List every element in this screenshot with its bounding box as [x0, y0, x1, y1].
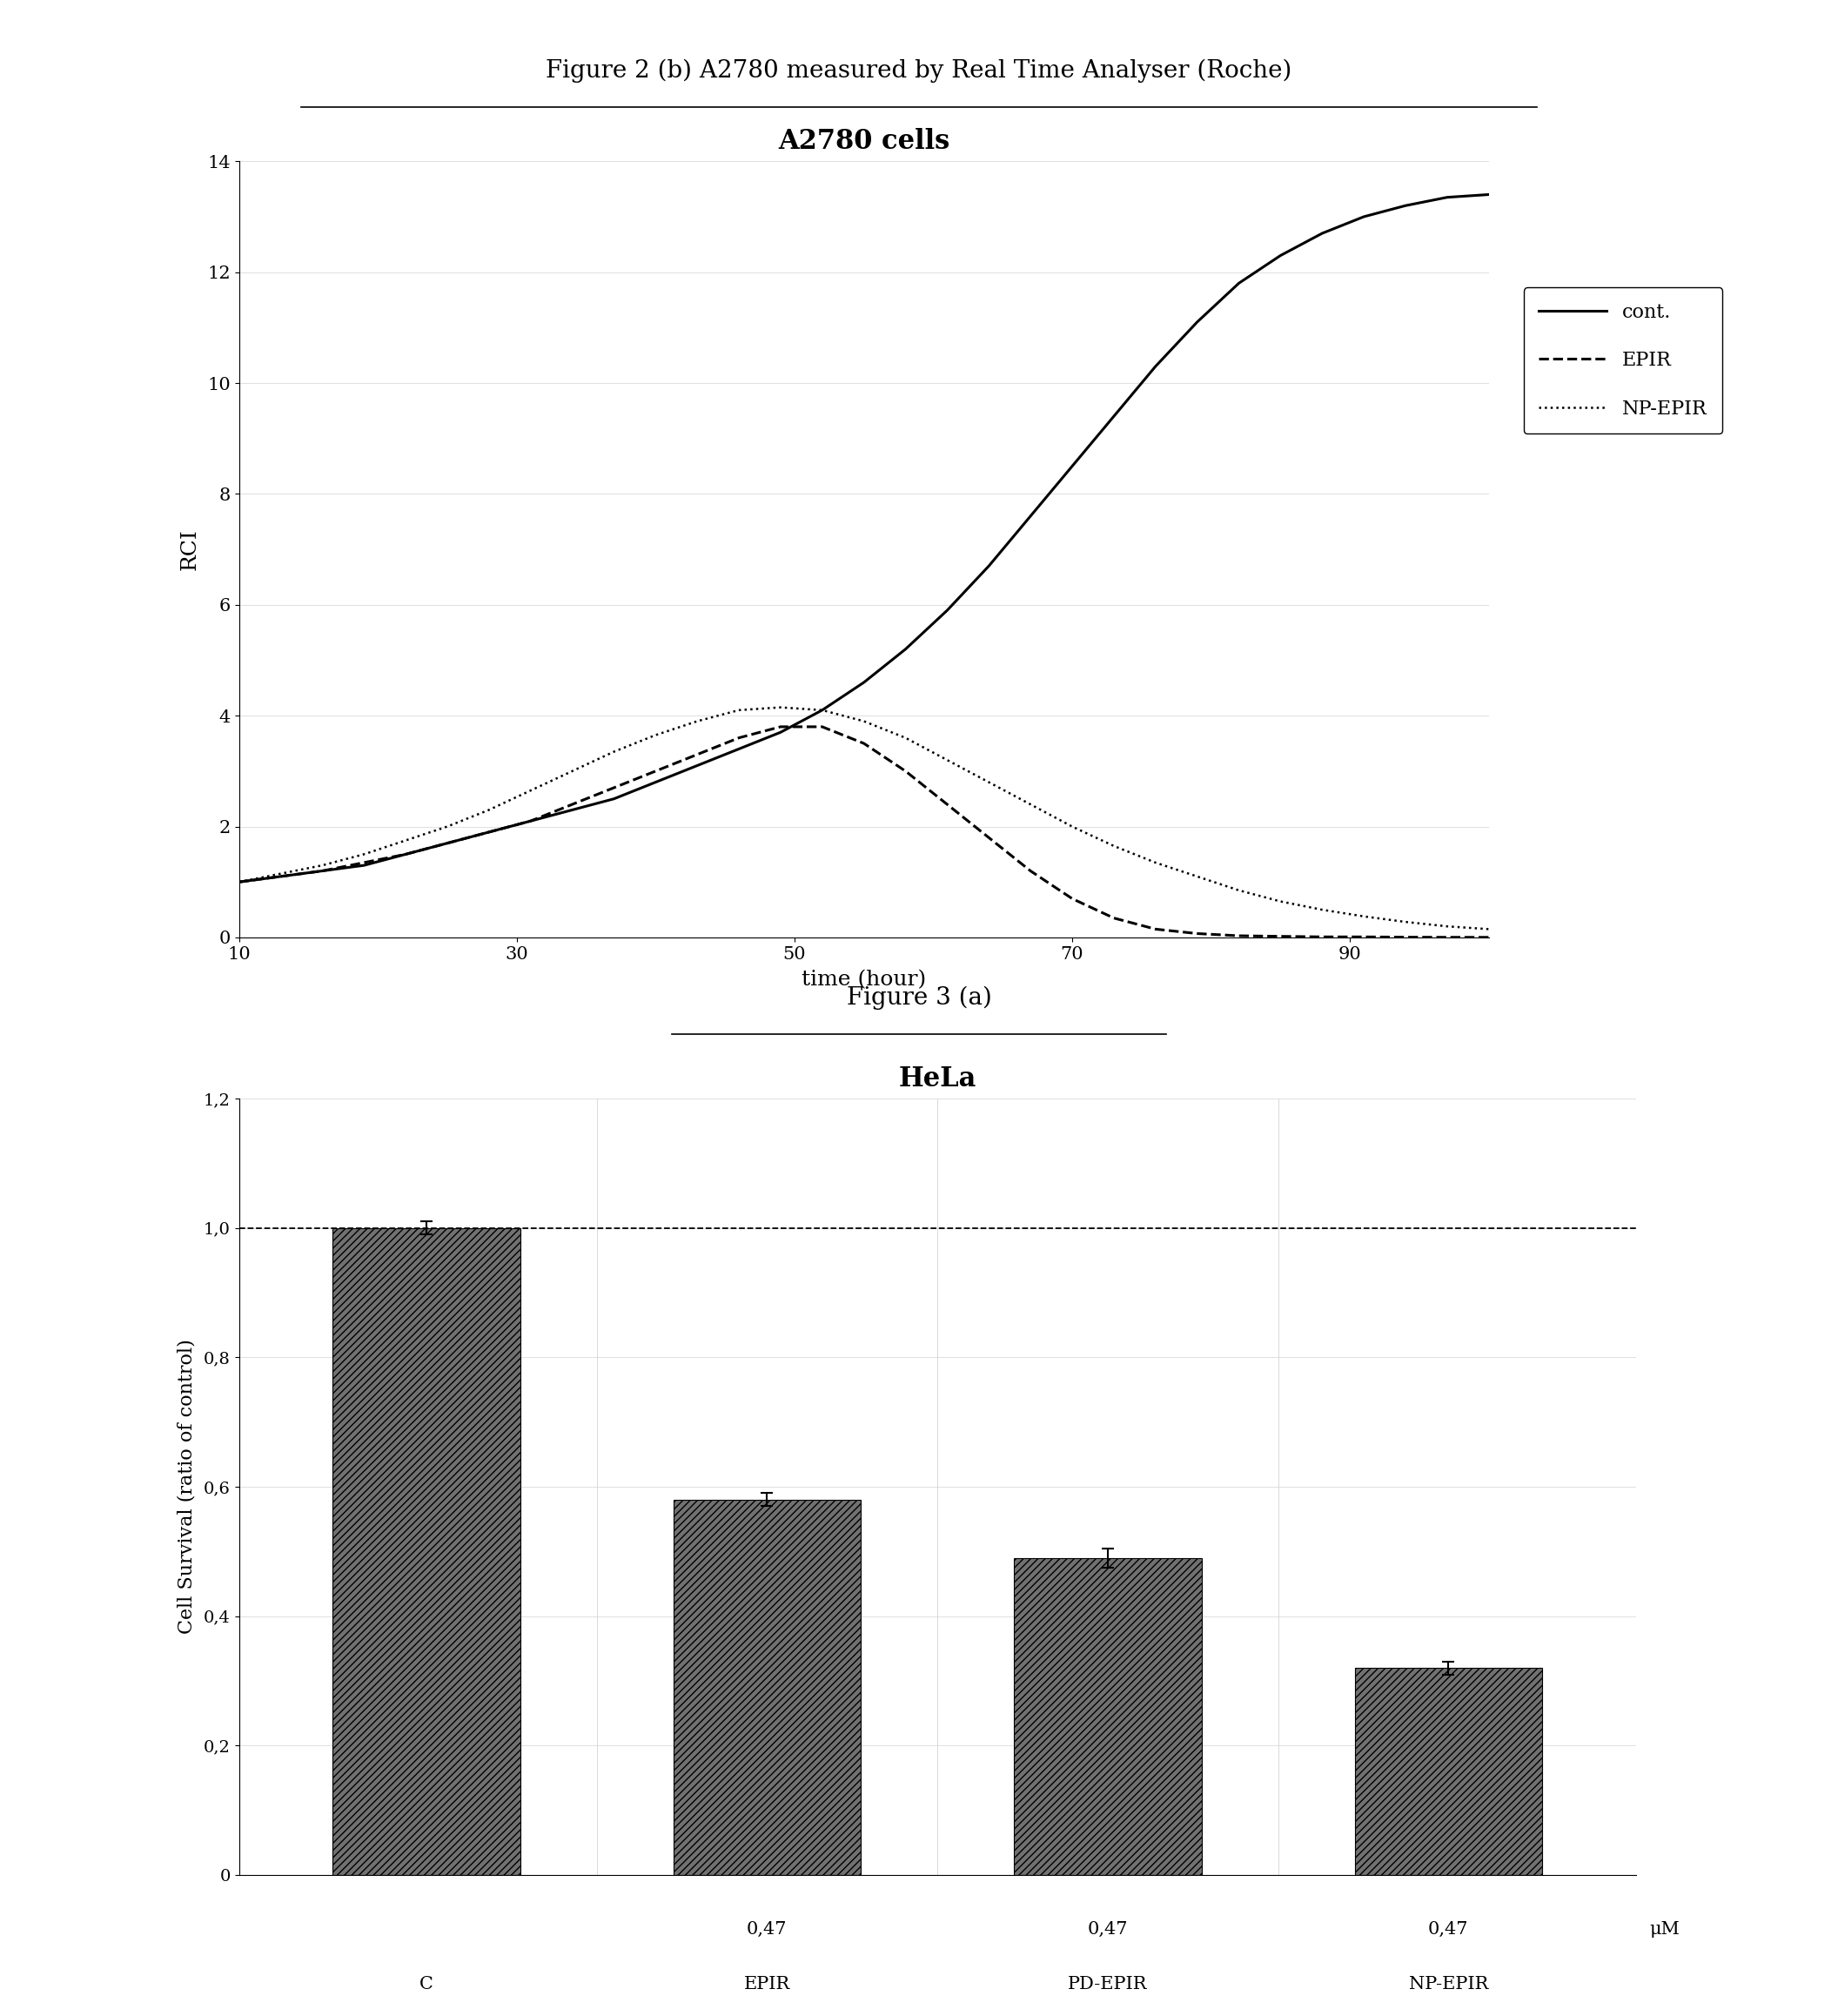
Text: Figure 2 (b) A2780 measured by Real Time Analyser (Roche): Figure 2 (b) A2780 measured by Real Time… [546, 58, 1292, 83]
Text: Figure 3 (a): Figure 3 (a) [845, 986, 993, 1010]
Bar [1015, 1558, 1202, 1875]
Text: μM: μM [1651, 1921, 1680, 1937]
Bar [673, 1500, 860, 1875]
Text: 0,47: 0,47 [1428, 1921, 1469, 1937]
Y-axis label: RCI: RCI [180, 528, 200, 571]
Title: A2780 cells: A2780 cells [777, 129, 950, 155]
Text: PD-EPIR: PD-EPIR [1068, 1976, 1147, 1992]
Title: HeLa: HeLa [899, 1066, 976, 1093]
Text: C: C [419, 1976, 434, 1992]
Text: 0,47: 0,47 [746, 1921, 787, 1937]
Bar [1355, 1667, 1542, 1875]
Bar [333, 1228, 520, 1875]
Legend: cont., EPIR, NP-EPIR: cont., EPIR, NP-EPIR [1524, 288, 1722, 433]
Text: NP-EPIR: NP-EPIR [1408, 1976, 1489, 1992]
X-axis label: time (hour): time (hour) [801, 970, 926, 990]
Text: 0,47: 0,47 [1088, 1921, 1129, 1937]
Text: EPIR: EPIR [744, 1976, 790, 1992]
Y-axis label: Cell Survival (ratio of control): Cell Survival (ratio of control) [176, 1339, 197, 1635]
